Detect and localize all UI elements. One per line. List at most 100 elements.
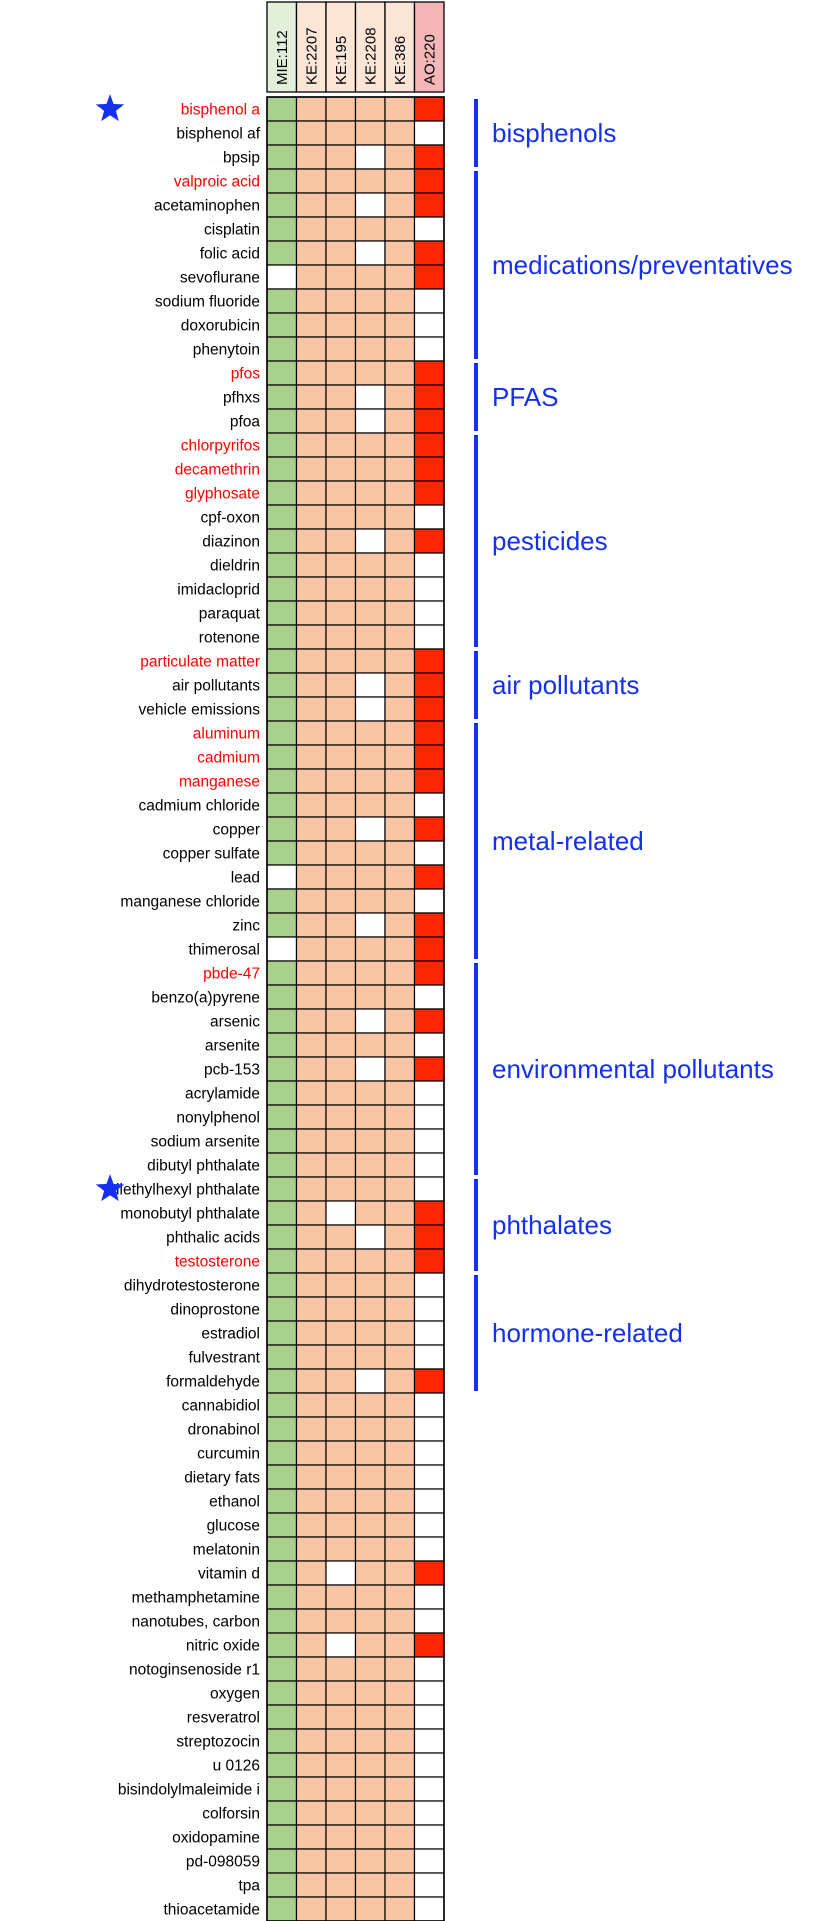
heatmap-cell: [325, 1512, 357, 1538]
heatmap-cell: [325, 1080, 357, 1106]
heatmap-cell: [325, 912, 357, 938]
heatmap-cell: [384, 1368, 416, 1394]
row-label: cisplatin: [204, 222, 260, 239]
heatmap-cell: [384, 552, 416, 578]
heatmap-cell: [413, 1416, 445, 1442]
heatmap-cell: [295, 1080, 327, 1106]
row-label: bpsip: [223, 150, 260, 167]
heatmap-cell: [295, 600, 327, 626]
row-label: acetaminophen: [154, 198, 260, 215]
heatmap-cell: [295, 1128, 327, 1154]
heatmap-cell: [295, 1392, 327, 1418]
heatmap-cell: [266, 1824, 298, 1850]
heatmap-cell: [413, 792, 445, 818]
heatmap-cell: [325, 1224, 357, 1250]
heatmap-cell: [413, 960, 445, 986]
heatmap-cell: [354, 1128, 386, 1154]
heatmap-cell: [325, 1008, 357, 1034]
heatmap-cell: [354, 576, 386, 602]
row-label: oxygen: [210, 1686, 260, 1703]
heatmap-cell: [295, 792, 327, 818]
heatmap-cell: [413, 1104, 445, 1130]
heatmap-cell: [266, 600, 298, 626]
column-header-box: [266, 1, 298, 93]
heatmap-cell: [354, 648, 386, 674]
heatmap-cell: [295, 744, 327, 770]
heatmap-cell: [325, 624, 357, 650]
heatmap-cell: [413, 1344, 445, 1370]
heatmap-cell: [413, 720, 445, 746]
heatmap-cell: [384, 744, 416, 770]
heatmap-cell: [266, 696, 298, 722]
heatmap-cell: [266, 984, 298, 1010]
heatmap-cell: [325, 384, 357, 410]
row-label: dinoprostone: [170, 1302, 260, 1319]
heatmap-cell: [295, 384, 327, 410]
heatmap-cell: [354, 1272, 386, 1298]
heatmap-cell: [413, 240, 445, 266]
heatmap-cell: [413, 1392, 445, 1418]
heatmap-cell: [266, 384, 298, 410]
heatmap-cell: [413, 1464, 445, 1490]
heatmap-cell: [384, 1440, 416, 1466]
heatmap-cell: [413, 1320, 445, 1346]
heatmap-cell: [413, 576, 445, 602]
heatmap-cell: [266, 1440, 298, 1466]
heatmap-cell: [384, 576, 416, 602]
row-label: particulate matter: [140, 654, 260, 671]
heatmap-cell: [266, 1752, 298, 1778]
heatmap-cell: [295, 1344, 327, 1370]
column-header-label: MIE:112: [274, 30, 291, 85]
heatmap-cell: [325, 1560, 357, 1586]
heatmap-cell: [354, 408, 386, 434]
heatmap-cell: [295, 432, 327, 458]
row-label: cpf-oxon: [201, 510, 260, 527]
heatmap-cell: [384, 1344, 416, 1370]
heatmap-cell: [384, 1776, 416, 1802]
heatmap-cell: [266, 1320, 298, 1346]
heatmap-cell: [413, 264, 445, 290]
column-headers: MIE:112 KE:2207 KE:195 KE:2208 KE:386 AO:220: [266, 1, 445, 93]
row-label: bisphenol a: [181, 102, 261, 119]
heatmap-cell: [384, 1488, 416, 1514]
heatmap-cell: [354, 1200, 386, 1226]
heatmap-cell: [413, 1560, 445, 1586]
heatmap-cell: [325, 720, 357, 746]
heatmap-cell: [354, 336, 386, 362]
heatmap-cell: [354, 1368, 386, 1394]
heatmap-cell: [384, 1272, 416, 1298]
heatmap-cell: [295, 1512, 327, 1538]
heatmap-cell: [354, 960, 386, 986]
heatmap-cell: [295, 1560, 327, 1586]
heatmap-cell: [295, 1872, 327, 1898]
heatmap-cell: [325, 264, 357, 290]
heatmap-cell: [295, 624, 327, 650]
row-label: arsenic: [210, 1014, 260, 1031]
row-label: vitamin d: [198, 1566, 260, 1583]
heatmap-cell: [384, 480, 416, 506]
heatmap-cell: [413, 888, 445, 914]
heatmap-cell: [325, 1800, 357, 1826]
heatmap-cell: [354, 1296, 386, 1322]
row-label: acrylamide: [185, 1086, 260, 1103]
row-label: tpa: [238, 1878, 260, 1895]
heatmap-cell: [325, 1152, 357, 1178]
heatmap-cell: [325, 1656, 357, 1682]
heatmap-cell: [354, 1104, 386, 1130]
heatmap-cell: [295, 504, 327, 530]
heatmap-cell: [413, 432, 445, 458]
row-label: formaldehyde: [166, 1374, 260, 1391]
heatmap-cell: [384, 408, 416, 434]
heatmap-cell: [295, 1416, 327, 1442]
row-label: dieldrin: [210, 558, 260, 575]
heatmap-cell: [295, 1440, 327, 1466]
heatmap-cell: [266, 1608, 298, 1634]
heatmap-cell: [295, 1848, 327, 1874]
heatmap-cell: [266, 168, 298, 194]
heatmap-cell: [354, 1056, 386, 1082]
row-label: fulvestrant: [188, 1350, 260, 1367]
heatmap-cell: [325, 792, 357, 818]
heatmap-cell: [384, 120, 416, 146]
heatmap-cell: [295, 648, 327, 674]
heatmap-cell: [266, 1896, 298, 1921]
